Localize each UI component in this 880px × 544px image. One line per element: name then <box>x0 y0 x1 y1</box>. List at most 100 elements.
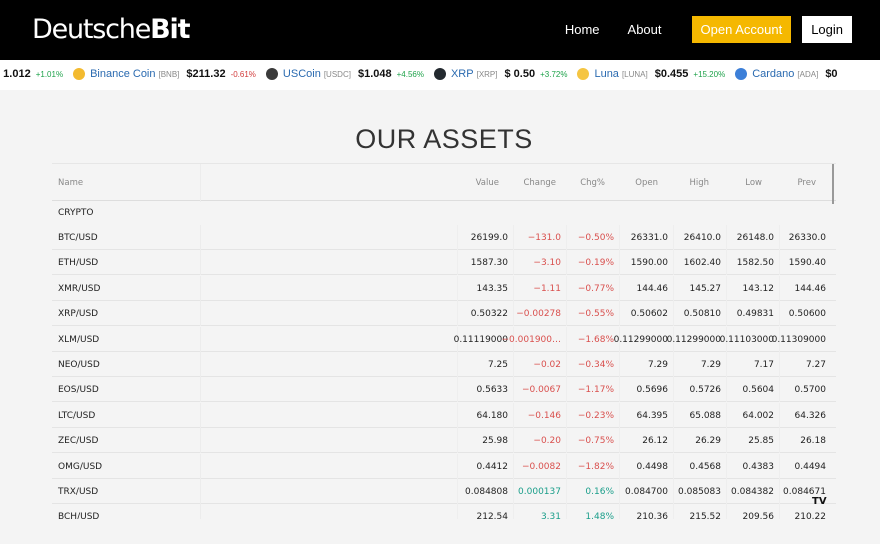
cell-high: 1602.40 <box>683 258 721 269</box>
row-divider <box>200 479 201 504</box>
cell-chg: −1.17% <box>577 385 614 396</box>
row-symbol[interactable]: BTC/USD <box>58 233 98 243</box>
cell-low: 64.002 <box>742 410 775 421</box>
ticker-item[interactable]: Cardano [ADA] $0 <box>735 68 842 80</box>
col-name[interactable]: Name <box>58 178 84 188</box>
ticker-item[interactable]: $ 1.012 +1.01% <box>0 68 63 80</box>
cell-high: 65.088 <box>689 410 722 421</box>
col-prev[interactable]: Prev <box>797 178 816 188</box>
row-symbol[interactable]: BCH/USD <box>58 512 100 519</box>
ticker-item[interactable]: XRP [XRP] $ 0.50 +3.72% <box>433 68 567 80</box>
row-divider <box>200 225 201 250</box>
cell-chg: −1.82% <box>577 461 614 472</box>
column-divider <box>566 428 567 454</box>
ticker-track: $ 1.012 +1.01% Binance Coin[BNB] $211.32 -0.… <box>0 68 853 80</box>
col-open[interactable]: Open <box>635 178 658 188</box>
table-row[interactable]: ZEC/USD 25.98 −0.20 −0.75% 26.12 26.29 25.85 26… <box>52 428 836 454</box>
cell-open: 26331.0 <box>630 233 668 243</box>
cell-high: 0.50810 <box>683 309 721 320</box>
column-divider <box>673 275 674 301</box>
column-divider <box>779 504 780 519</box>
column-divider <box>779 250 780 276</box>
row-divider <box>200 453 201 479</box>
xrp-icon <box>433 68 446 80</box>
table-row[interactable]: XMR/USD 143.35 −1.11 −0.77% 144.46 145.27 143.… <box>52 275 836 301</box>
column-divider <box>673 479 674 504</box>
row-symbol[interactable]: XMR/USD <box>58 283 101 294</box>
nav-about[interactable]: About <box>627 21 662 37</box>
col-value[interactable]: Value <box>475 178 499 188</box>
row-symbol[interactable]: ZEC/USD <box>58 436 99 447</box>
cell-value: 143.35 <box>476 283 509 294</box>
col-high[interactable]: High <box>689 178 709 188</box>
ticker-item[interactable]: USCoin [USDC] $1.048 +4.56% <box>265 68 424 80</box>
column-divider <box>513 225 514 250</box>
table-row[interactable]: OMG/USD 0.4412 −0.0082 −1.82% 0.4498 0.4568 0.… <box>52 453 836 479</box>
row-divider <box>200 301 201 327</box>
cell-value: 1587.30 <box>470 258 508 269</box>
column-divider <box>513 453 514 479</box>
column-divider <box>457 402 458 428</box>
column-divider <box>457 453 458 479</box>
row-symbol[interactable]: LTC/USD <box>58 410 96 421</box>
column-divider <box>513 326 514 352</box>
table-row[interactable]: BCH/USD 212.54 3.31 1.48% 210.36 215.52 209.56… <box>52 504 836 519</box>
ticker-coin-symbol: [ADA] <box>797 69 819 79</box>
row-divider <box>200 250 201 276</box>
column-divider <box>619 250 620 276</box>
cell-open: 0.084700 <box>625 487 668 497</box>
table-row[interactable]: EOS/USD 0.5633 −0.0067 −1.17% 0.5696 0.5726 0.… <box>52 377 836 403</box>
column-divider <box>457 275 458 301</box>
col-chg-pct[interactable]: Chg% <box>580 178 605 188</box>
row-symbol[interactable]: XLM/USD <box>58 334 100 345</box>
cell-change: −0.146 <box>527 410 561 421</box>
table-row[interactable]: ETH/USD 1587.30 −3.10 −0.19% 1590.00 1602.40 1… <box>52 250 836 276</box>
row-symbol[interactable]: TRX/USD <box>58 487 99 497</box>
cell-chg: −0.19% <box>577 258 614 269</box>
usdc-icon <box>265 68 278 80</box>
row-symbol[interactable]: EOS/USD <box>58 385 99 396</box>
col-change[interactable]: Change <box>523 178 556 188</box>
tradingview-logo[interactable]: TV <box>812 496 827 507</box>
row-divider <box>200 402 201 428</box>
cell-change: −131.0 <box>527 233 561 243</box>
ticker-change: +15.20% <box>693 69 726 79</box>
table-row[interactable]: NEO/USD 7.25 −0.02 −0.34% 7.29 7.29 7.17 7.27 <box>52 352 836 377</box>
row-symbol[interactable]: OMG/USD <box>58 461 103 472</box>
column-divider <box>726 504 727 519</box>
ticker-price: $211.32 <box>186 68 226 80</box>
ticker-item[interactable]: Binance Coin [BNB] $211.32 -0.61% <box>73 68 256 80</box>
cell-low: 0.5604 <box>742 385 775 396</box>
table-row[interactable]: XRP/USD 0.50322 −0.00278 −0.55% 0.50602 0.508… <box>52 301 836 327</box>
table-row[interactable]: TRX/USD 0.084808 0.000137 0.16% 0.084700 0.08… <box>52 479 836 504</box>
column-divider <box>619 326 620 352</box>
cell-change: −3.10 <box>533 258 561 269</box>
row-symbol[interactable]: ETH/USD <box>58 258 99 269</box>
logo[interactable]: DeutscheBit <box>32 14 191 45</box>
cell-open: 210.36 <box>636 512 669 519</box>
cell-open: 0.50602 <box>630 309 668 320</box>
nav-home[interactable]: Home <box>564 21 600 37</box>
column-divider <box>457 479 458 504</box>
column-divider <box>513 275 514 301</box>
cell-open: 26.12 <box>642 436 668 447</box>
table-row[interactable]: XLM/USD 0.11119000 −0.001900… −1.68% 0.11299… <box>52 326 836 352</box>
cell-prev: 210.22 <box>794 512 827 519</box>
ticker-item[interactable]: Luna [LUNA] $0.455 +15.20% <box>577 68 725 80</box>
cell-low: 209.56 <box>742 512 775 519</box>
table-row[interactable]: BTC/USD 26199.0 −131.0 −0.50% 26331.0 26410.0… <box>52 225 836 250</box>
open-account-button[interactable]: Open Account <box>691 15 792 43</box>
col-low[interactable]: Low <box>745 178 762 188</box>
table-row[interactable]: LTC/USD 64.180 −0.146 −0.23% 64.395 65.088 64.… <box>52 402 836 428</box>
cell-change: 3.31 <box>540 512 561 519</box>
row-symbol[interactable]: NEO/USD <box>58 360 100 370</box>
price-ticker: $ 1.012 +1.01% Binance Coin[BNB] $211.32 -0.… <box>0 60 880 90</box>
ticker-change: -0.61% <box>230 69 256 79</box>
cell-open: 7.29 <box>647 360 668 370</box>
login-button[interactable]: Login <box>802 15 852 43</box>
column-divider <box>513 479 514 504</box>
cell-high: 26410.0 <box>683 233 721 243</box>
row-symbol[interactable]: XRP/USD <box>58 309 99 320</box>
column-divider <box>726 250 727 276</box>
column-divider <box>779 352 780 377</box>
